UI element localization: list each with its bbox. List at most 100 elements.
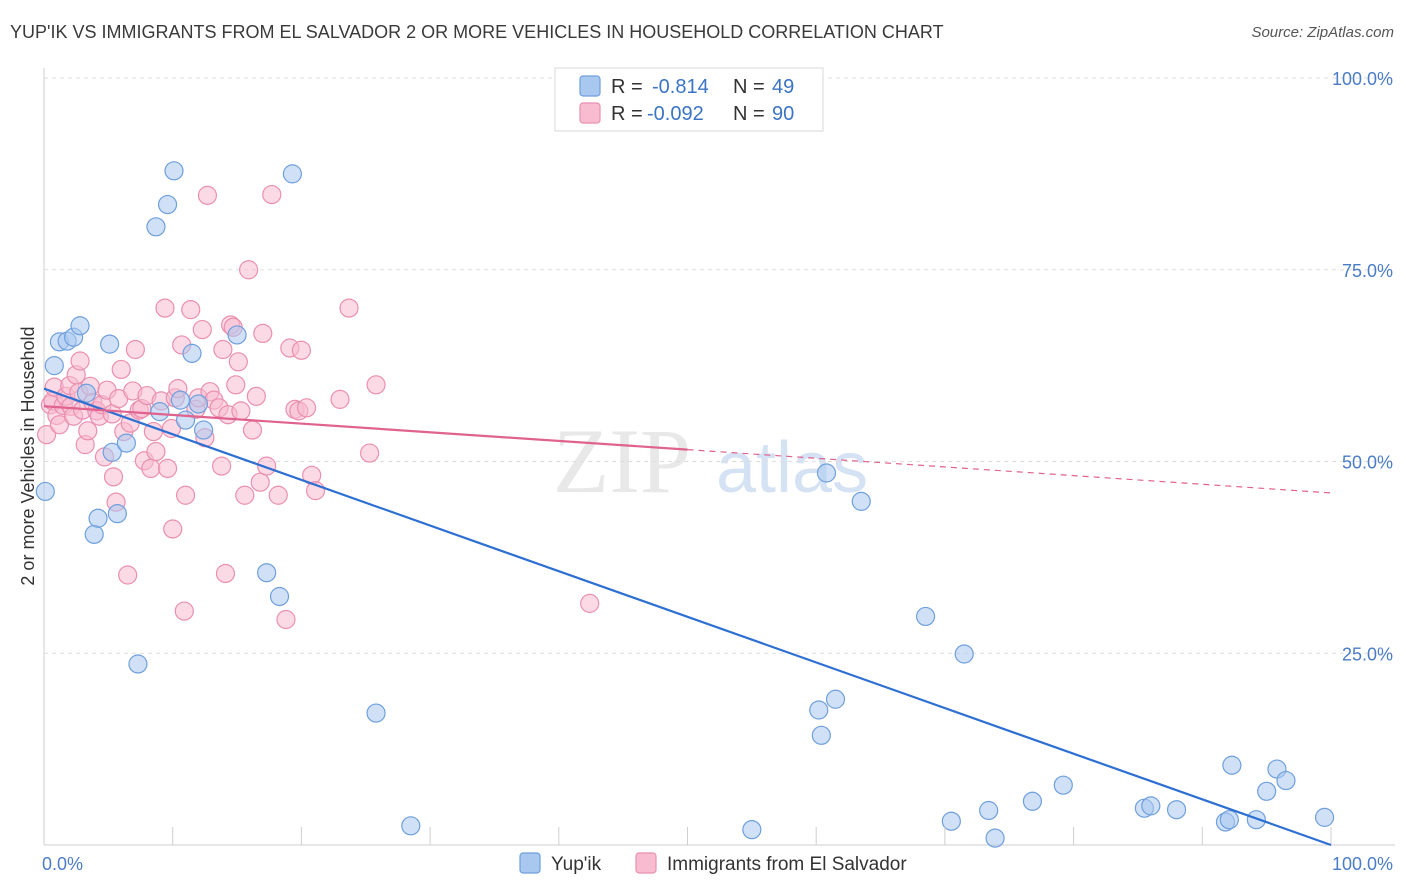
yupik-point xyxy=(100,334,120,354)
el-salvador-trend-line xyxy=(43,405,688,451)
ticks-layer: 25.0% 50.0% 75.0% 100.0% 0.0% 100.0% xyxy=(42,69,1393,874)
el-salvador-trend-line-extension xyxy=(687,449,1332,494)
yupik-point xyxy=(170,390,191,410)
yupik-point xyxy=(809,700,829,720)
yupik-point xyxy=(88,508,108,528)
yupik-point xyxy=(102,442,122,462)
yupik-point xyxy=(1314,807,1335,827)
yupik-point xyxy=(742,820,762,840)
el-salvador-point xyxy=(141,458,161,479)
el-salvador-point xyxy=(276,609,296,630)
el-salvador-point xyxy=(70,351,90,371)
el-salvador-point xyxy=(192,319,212,340)
yupik-point xyxy=(282,164,302,184)
stats-legend: R = -0.814 N = 49 R = -0.092 N = 90 xyxy=(554,67,824,132)
el-salvador-point xyxy=(49,415,70,435)
yupik-point xyxy=(175,410,196,430)
yupik-point xyxy=(979,800,999,821)
yupik-point xyxy=(1053,775,1073,795)
el-salvador-point xyxy=(212,456,232,476)
stats-legend-swatch-yupik xyxy=(579,75,601,97)
yupik-point xyxy=(150,402,170,422)
yupik-point xyxy=(227,325,247,345)
yupik-point xyxy=(188,394,209,414)
el-salvador-point xyxy=(239,260,259,280)
stats-legend-swatch-el-salvador xyxy=(579,102,601,124)
yupik-trend-line xyxy=(43,387,1332,847)
x-tick-label: 100.0% xyxy=(1332,854,1393,874)
yupik-point xyxy=(44,356,64,376)
el-salvador-point xyxy=(226,375,246,395)
stats-legend-n-label: N = xyxy=(733,76,765,98)
el-salvador-point xyxy=(296,398,317,418)
stats-legend-n-value: 90 xyxy=(772,103,794,125)
el-salvador-point xyxy=(103,467,124,487)
yupik-point xyxy=(811,725,831,745)
yupik-point xyxy=(1222,755,1242,775)
el-salvador-point xyxy=(155,298,175,318)
axis-layer xyxy=(43,68,1395,846)
el-salvador-point xyxy=(36,425,57,445)
el-salvador-point xyxy=(291,340,311,360)
yupik-point xyxy=(985,828,1005,848)
x-tick-label: 0.0% xyxy=(42,854,83,874)
el-salvador-point xyxy=(163,519,183,539)
yupik-point xyxy=(164,161,184,181)
el-salvador-point xyxy=(253,323,273,344)
chart-source: Source: ZipAtlas.com xyxy=(1251,24,1394,41)
stats-legend-r-label: R = xyxy=(611,103,643,125)
yupik-point xyxy=(941,811,961,831)
yupik-point xyxy=(116,433,136,453)
stats-legend-n-label: N = xyxy=(733,103,765,125)
yupik-point xyxy=(1276,770,1296,791)
yupik-point xyxy=(257,563,277,583)
el-salvador-point xyxy=(242,420,263,440)
el-salvador-point xyxy=(262,184,282,205)
yupik-point xyxy=(401,816,421,836)
el-salvador-point xyxy=(175,485,196,505)
el-salvador-point xyxy=(118,565,138,585)
yupik-point xyxy=(915,606,936,627)
stats-legend-n-value: 49 xyxy=(772,76,794,98)
yupik-point xyxy=(1219,810,1239,830)
el-salvador-point xyxy=(125,339,145,360)
chart-title: YUP'IK VS IMMIGRANTS FROM EL SALVADOR 2 … xyxy=(10,22,944,42)
bottom-legend-label-el-salvador: Immigrants from El Salvador xyxy=(667,854,907,875)
bottom-legend-label-yupik: Yup'ik xyxy=(551,854,602,875)
el-salvador-point xyxy=(366,375,386,395)
yupik-point xyxy=(84,524,104,544)
yupik-point xyxy=(76,383,97,403)
el-salvador-point xyxy=(78,421,98,441)
el-salvador-point xyxy=(174,601,194,621)
y-tick-label: 50.0% xyxy=(1342,453,1393,473)
yupik-point xyxy=(107,504,127,524)
yupik-point xyxy=(193,420,214,440)
yupik-point xyxy=(269,586,290,607)
yupik-point xyxy=(128,654,148,674)
el-salvador-point xyxy=(580,593,600,613)
yupik-point xyxy=(1166,800,1187,820)
el-salvador-point xyxy=(197,185,218,205)
el-salvador-point xyxy=(246,386,266,406)
y-tick-label: 100.0% xyxy=(1332,69,1393,89)
el-salvador-point xyxy=(330,389,350,409)
el-salvador-point xyxy=(257,456,277,476)
el-salvador-point xyxy=(213,339,233,360)
bottom-legend: Yup'ik Immigrants from El Salvador xyxy=(519,852,907,875)
yupik-point xyxy=(35,481,55,502)
yupik-point xyxy=(825,689,846,709)
yupik-point xyxy=(851,491,871,511)
points-layer xyxy=(35,161,1335,848)
el-salvador-point xyxy=(111,359,131,380)
el-salvador-point xyxy=(360,443,380,463)
stats-legend-r-label: R = xyxy=(611,76,643,98)
y-tick-label: 25.0% xyxy=(1342,644,1393,664)
el-salvador-point xyxy=(157,458,178,479)
el-salvador-point xyxy=(268,485,288,505)
el-salvador-point xyxy=(235,485,255,505)
el-salvador-point xyxy=(215,563,236,584)
yupik-point xyxy=(1141,796,1161,816)
yupik-point xyxy=(182,343,202,363)
yupik-point xyxy=(70,316,90,336)
